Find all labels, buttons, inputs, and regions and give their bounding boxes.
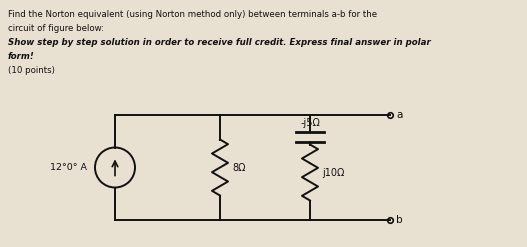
Text: Show step by step solution in order to receive full credit. Express final answer: Show step by step solution in order to r… [8,38,431,47]
Text: j10Ω: j10Ω [322,167,344,178]
Text: (10 points): (10 points) [8,66,55,75]
Text: Find the Norton equivalent (using Norton method only) between terminals a-b for : Find the Norton equivalent (using Norton… [8,10,377,19]
Text: form!: form! [8,52,35,61]
Text: 12°0° A: 12°0° A [50,163,87,172]
Text: a: a [396,110,403,120]
Text: b: b [396,215,403,225]
Text: 8Ω: 8Ω [232,163,246,172]
Text: circuit of figure below:: circuit of figure below: [8,24,104,33]
Text: -j5Ω: -j5Ω [300,118,320,128]
